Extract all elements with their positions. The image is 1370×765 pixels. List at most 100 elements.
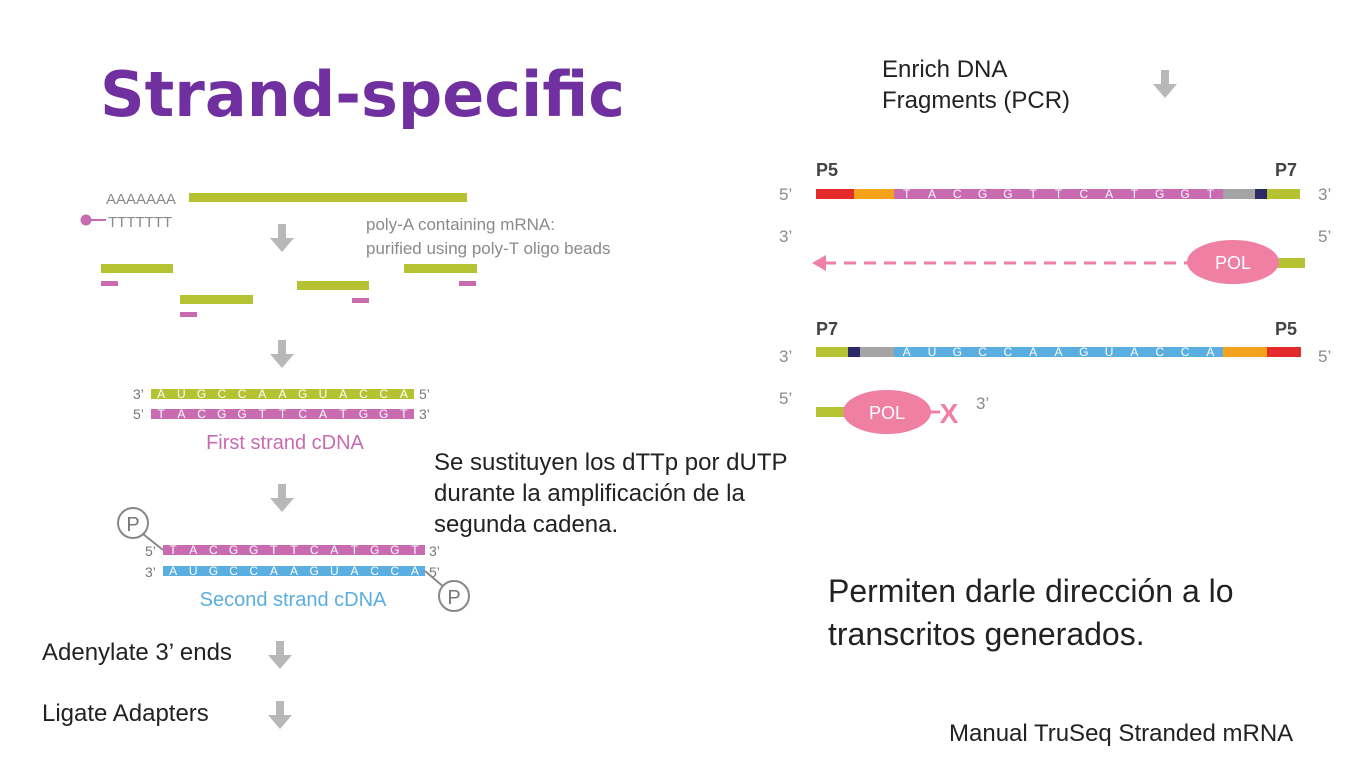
nucleotide-letter: T bbox=[169, 543, 177, 557]
phosphate-icon bbox=[117, 507, 149, 539]
phosphate-label: P bbox=[447, 587, 460, 609]
nucleotide-letter: A bbox=[350, 564, 358, 578]
prime-label: 3’ bbox=[145, 564, 156, 580]
adapter-green bbox=[1267, 189, 1300, 199]
nucleotide-letter: G bbox=[249, 543, 258, 557]
nucleotide-letter: T bbox=[1131, 187, 1139, 201]
down-arrow-icon bbox=[1153, 70, 1177, 98]
nucleotide-letter: C bbox=[209, 543, 218, 557]
nucleotide-letter: A bbox=[278, 387, 286, 401]
nucleotide-letter: T bbox=[270, 543, 278, 557]
ligate-step-label: Ligate Adapters bbox=[42, 700, 209, 727]
fragment-pink bbox=[101, 281, 118, 286]
nucleotide-letter: G bbox=[953, 345, 962, 359]
nucleotide-letter: C bbox=[953, 187, 962, 201]
mrna-fragments bbox=[101, 264, 477, 317]
nucleotide-letter: A bbox=[177, 407, 185, 421]
prime-label: 3’ bbox=[976, 394, 989, 413]
phosphate-label: P bbox=[126, 514, 139, 536]
fragment-pink bbox=[180, 312, 197, 317]
phosphate-icon bbox=[438, 580, 470, 612]
nucleotide-letter: C bbox=[197, 407, 206, 421]
conclusion-text: Permiten darle dirección a lo transcrito… bbox=[828, 570, 1234, 656]
prime-label: 3’ bbox=[779, 347, 792, 366]
nucleotide-letter: A bbox=[189, 543, 197, 557]
adenylate-step-label: Adenylate 3’ ends bbox=[42, 639, 232, 666]
nucleotide-letter: A bbox=[1206, 345, 1214, 359]
prime-label: 3’ bbox=[419, 406, 430, 422]
dutp-note: Se sustituyen los dTTp por dUTP durante … bbox=[434, 447, 787, 540]
nucleotide-letter: G bbox=[229, 543, 238, 557]
enrich-step-label: Enrich DNA Fragments (PCR) bbox=[882, 54, 1070, 116]
nucleotide-letter: T bbox=[340, 407, 348, 421]
source-citation: Manual TruSeq Stranded mRNA bbox=[949, 720, 1294, 747]
mrna-strand bbox=[189, 193, 467, 202]
polyT-label: TTTTTTT bbox=[108, 214, 172, 231]
slide-title: Strand-specific bbox=[100, 58, 626, 131]
polymerase-icon bbox=[1187, 240, 1279, 284]
nucleotide-letter: U bbox=[1105, 345, 1114, 359]
nucleotide-letter: U bbox=[928, 345, 937, 359]
nucleotide-letter: A bbox=[1105, 187, 1113, 201]
down-arrow-icon bbox=[270, 484, 294, 512]
down-arrow-icon bbox=[270, 340, 294, 368]
prime-label: 5’ bbox=[779, 185, 792, 204]
second-strand-label: Second strand cDNA bbox=[200, 589, 387, 611]
dutp-note-line: segunda cadena. bbox=[434, 511, 619, 538]
enrich-line: Enrich DNA bbox=[882, 56, 1008, 83]
nucleotide-letter: A bbox=[258, 387, 266, 401]
p7-label: P7 bbox=[1275, 160, 1297, 180]
nucleotide-letter: G bbox=[237, 407, 246, 421]
p5-label: P5 bbox=[816, 160, 838, 180]
nucleotide-letter: T bbox=[290, 543, 298, 557]
prime-label: 5’ bbox=[145, 543, 156, 559]
prime-label: 3’ bbox=[429, 543, 440, 559]
nucleotide-letter: G bbox=[197, 387, 206, 401]
prime-label: 5’ bbox=[779, 389, 792, 408]
adapter-gray bbox=[1223, 189, 1255, 199]
adapter-green bbox=[816, 347, 848, 357]
prime-label: 3’ bbox=[779, 227, 792, 246]
prime-label: 3’ bbox=[133, 386, 144, 402]
fragment-pink bbox=[352, 298, 369, 303]
strand-bar bbox=[151, 409, 414, 419]
adapter-orange bbox=[1223, 347, 1267, 357]
nucleotide-letter: A bbox=[1130, 345, 1138, 359]
nucleotide-letter: C bbox=[978, 345, 987, 359]
enrich-line: Fragments (PCR) bbox=[882, 87, 1071, 114]
nucleotide-letter: C bbox=[310, 543, 319, 557]
nucleotide-letter: T bbox=[157, 407, 165, 421]
fragment-green bbox=[101, 264, 173, 273]
nucleotide-letter: G bbox=[379, 407, 388, 421]
nucleotide-letter: A bbox=[339, 387, 347, 401]
nucleotide-letter: C bbox=[217, 387, 226, 401]
fragment-green bbox=[404, 264, 477, 273]
arrowhead-icon bbox=[812, 255, 826, 271]
adapter-orange bbox=[854, 189, 894, 199]
nucleotide-letter: U bbox=[330, 564, 339, 578]
nucleotide-letter: U bbox=[177, 387, 186, 401]
nucleotide-letter: G bbox=[390, 543, 399, 557]
block-x-icon: X bbox=[940, 398, 959, 429]
index-navy bbox=[848, 347, 860, 357]
fragment-green bbox=[297, 281, 369, 290]
dutp-note-line: durante la amplificación de la bbox=[434, 480, 745, 507]
adapter-red bbox=[1267, 347, 1301, 357]
nucleotide-letter: G bbox=[298, 387, 307, 401]
nucleotide-letter: C bbox=[1181, 345, 1190, 359]
nucleotide-letter: A bbox=[270, 564, 278, 578]
nucleotide-letter: T bbox=[259, 407, 267, 421]
nucleotide-letter: G bbox=[1155, 187, 1164, 201]
strand-bar bbox=[894, 347, 1223, 357]
prime-label: 5’ bbox=[1318, 227, 1331, 246]
prime-label: 3’ bbox=[1318, 185, 1331, 204]
mrna-caption-line: purified using poly-T oligo beads bbox=[366, 239, 611, 258]
nucleotide-letter: A bbox=[169, 564, 177, 578]
strand-bar bbox=[163, 545, 425, 555]
nucleotide-letter: C bbox=[379, 387, 388, 401]
nucleotide-letter: A bbox=[319, 407, 327, 421]
